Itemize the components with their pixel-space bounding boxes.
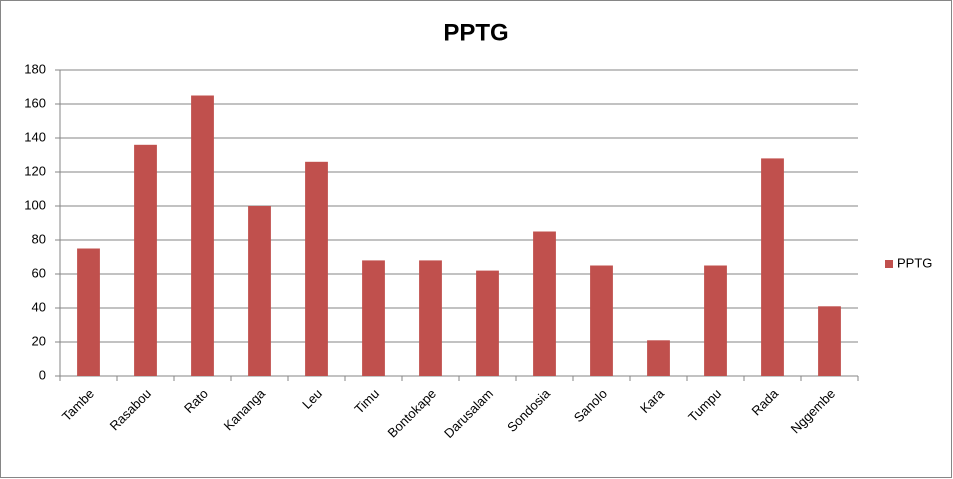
y-tick-label: 20 xyxy=(32,333,46,348)
bar xyxy=(647,340,670,376)
bar xyxy=(305,161,328,376)
y-tick-label: 120 xyxy=(24,163,46,178)
y-tick-label: 180 xyxy=(24,61,46,76)
y-tick-label: 160 xyxy=(24,95,46,110)
y-tick-label: 80 xyxy=(32,231,46,246)
bar xyxy=(761,158,784,376)
bar xyxy=(419,260,442,376)
bar xyxy=(533,231,556,376)
bar xyxy=(704,265,727,376)
y-tick-label: 100 xyxy=(24,197,46,212)
bar xyxy=(134,144,157,376)
y-tick-label: 0 xyxy=(39,367,46,382)
bar xyxy=(590,265,613,376)
bar xyxy=(77,248,100,376)
chart-title: PPTG xyxy=(443,19,508,46)
bar xyxy=(191,95,214,376)
bar xyxy=(362,260,385,376)
bar xyxy=(476,270,499,376)
legend-swatch xyxy=(885,260,893,268)
y-tick-label: 40 xyxy=(32,299,46,314)
legend-label: PPTG xyxy=(897,255,932,270)
bar xyxy=(248,206,271,376)
bar xyxy=(818,306,841,376)
y-tick-label: 60 xyxy=(32,265,46,280)
y-tick-label: 140 xyxy=(24,129,46,144)
